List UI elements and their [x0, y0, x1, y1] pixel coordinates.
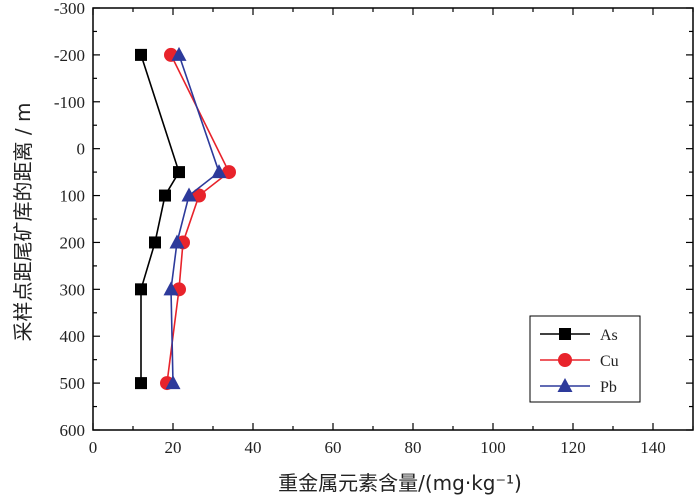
- legend-label: Cu: [600, 353, 619, 370]
- series-line-cu: [166, 54, 231, 384]
- legend-marker-as: [559, 328, 571, 340]
- x-tick-labels: 0 20 40 60 80 100 120 140: [89, 438, 666, 457]
- data-point-pb: [169, 234, 185, 249]
- x-axis-title: 重金属元素含量/(mg·kg⁻¹): [278, 471, 522, 495]
- y-tick-label: 200: [60, 233, 86, 252]
- data-point-pb: [171, 46, 187, 61]
- y-tick-label: -100: [54, 93, 85, 112]
- data-point-as: [135, 283, 147, 296]
- x-tick-label: 20: [165, 438, 182, 457]
- x-tick-label: 120: [560, 438, 586, 457]
- y-tick-label: -200: [54, 46, 85, 65]
- legend-item-pb: Pb: [540, 378, 617, 396]
- x-tick-label: 40: [245, 438, 262, 457]
- data-point-pb: [181, 187, 197, 202]
- plot-frame: [92, 7, 694, 431]
- legend-marker-pb: [557, 378, 573, 392]
- legend-label: As: [600, 327, 618, 344]
- x-tick-label: 0: [89, 438, 98, 457]
- y-tick-label: -300: [54, 0, 85, 18]
- series-as: [135, 48, 185, 390]
- series-line-as: [140, 54, 180, 384]
- data-point-as: [149, 236, 161, 249]
- legend-label: Pb: [600, 379, 617, 396]
- data-point-cu: [222, 165, 236, 180]
- y-tick-label: 300: [60, 280, 86, 299]
- y-tick-label: 600: [60, 421, 86, 440]
- legend-box: [529, 315, 641, 403]
- series-layer: [135, 46, 236, 391]
- y-tick-label: 100: [60, 187, 86, 206]
- x-tick-label: 60: [325, 438, 342, 457]
- x-tick-label: 140: [640, 438, 666, 457]
- data-point-as: [173, 166, 185, 179]
- data-point-pb: [211, 164, 227, 179]
- y-tick-label: 500: [60, 374, 86, 393]
- y-tick-labels: -300 -200 -100 0 100 200 300 400 500 600: [54, 0, 85, 440]
- data-point-cu: [192, 188, 206, 203]
- series-pb: [163, 46, 227, 390]
- data-point-as: [159, 189, 171, 202]
- data-point-as: [135, 377, 147, 390]
- x-tick-label: 80: [405, 438, 422, 457]
- y-tick-label: 400: [60, 327, 86, 346]
- y-axis-title: 采样点距尾矿库的距离 / m: [11, 103, 35, 342]
- data-point-pb: [165, 375, 181, 390]
- x-tick-label: 100: [480, 438, 506, 457]
- series-line-pb: [170, 54, 220, 384]
- y-tick-label: 0: [77, 140, 86, 159]
- data-point-as: [135, 48, 147, 61]
- legend-item-cu: Cu: [540, 353, 619, 370]
- legend-marker-cu: [558, 353, 572, 367]
- legend: As Cu Pb: [529, 315, 641, 403]
- legend-item-as: As: [540, 327, 618, 344]
- data-point-pb: [163, 281, 179, 296]
